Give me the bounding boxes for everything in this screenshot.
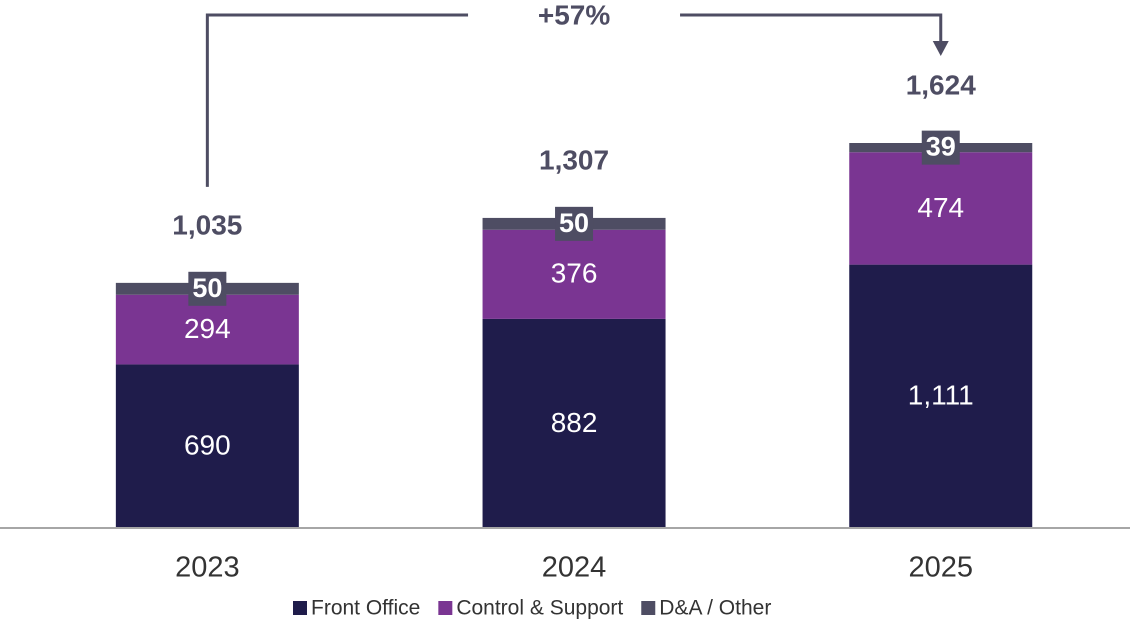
legend-swatch (293, 601, 307, 615)
growth-arrow (205, 13, 469, 187)
growth-annotation: +57% (538, 0, 610, 30)
legend-swatch (641, 601, 656, 615)
x-tick-label: 2024 (542, 552, 607, 584)
data-label: 50 (559, 208, 589, 238)
data-label: 39 (926, 132, 956, 162)
total-label: 1,307 (539, 144, 609, 175)
label-box (555, 206, 594, 241)
data-label: 690 (184, 430, 231, 461)
data-label: 882 (551, 407, 598, 438)
legend-swatch (438, 601, 453, 615)
bar-segment (849, 152, 1033, 265)
legend-label: Front Office (311, 597, 420, 620)
bar-segment (482, 318, 666, 528)
bar-segment (849, 264, 1033, 528)
data-label: 1,111 (908, 380, 974, 411)
bar-segment (482, 229, 666, 319)
bar-segment (115, 294, 299, 365)
growth-arrow (680, 13, 943, 43)
legend-label: Control & Support (456, 597, 623, 620)
data-label: 294 (184, 313, 231, 344)
x-tick-label: 2025 (908, 552, 973, 584)
total-label: 1,035 (172, 209, 242, 240)
arrow-head (932, 41, 949, 56)
data-label: 50 (192, 273, 222, 303)
total-label: 1,624 (906, 69, 976, 100)
bar-segment (115, 364, 299, 528)
data-label: 376 (551, 258, 598, 289)
data-label: 474 (917, 192, 964, 223)
label-box (921, 130, 960, 165)
x-tick-label: 2023 (175, 552, 240, 584)
label-box (188, 271, 227, 306)
legend-label: D&A / Other (659, 597, 771, 620)
